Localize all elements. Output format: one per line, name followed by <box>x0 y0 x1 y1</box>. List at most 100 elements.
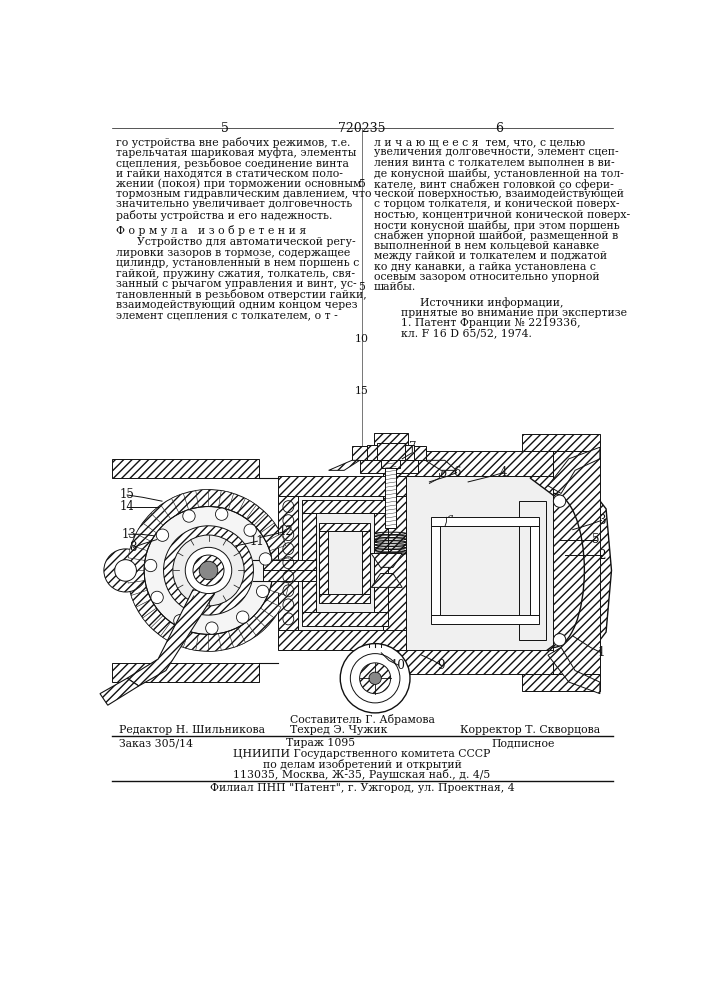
Wedge shape <box>266 534 286 551</box>
Text: Техред Э. Чужик: Техред Э. Чужик <box>290 725 387 735</box>
Text: Составитель Г. Абрамова: Составитель Г. Абрамова <box>289 714 434 725</box>
Text: тормозным гидравлическим давлением, что: тормозным гидравлическим давлением, что <box>115 189 371 199</box>
Circle shape <box>369 672 381 684</box>
Text: 9: 9 <box>437 659 445 672</box>
Text: лировки зазоров в тормозе, содержащее: лировки зазоров в тормозе, содержащее <box>115 248 350 258</box>
Text: гайкой, пружину сжатия, толкатель, свя-: гайкой, пружину сжатия, толкатель, свя- <box>115 269 354 279</box>
Bar <box>303 513 316 612</box>
Bar <box>381 460 400 468</box>
Circle shape <box>360 663 391 694</box>
Text: 3: 3 <box>597 514 605 527</box>
Text: 1. Патент Франции № 2219336,: 1. Патент Франции № 2219336, <box>401 318 580 328</box>
Text: 15: 15 <box>355 386 369 396</box>
Polygon shape <box>426 460 457 470</box>
Text: 5: 5 <box>358 282 366 292</box>
Text: ко дну канавки, а гайка установлена с: ко дну канавки, а гайка установлена с <box>373 262 595 272</box>
Text: Ф о р м у л а   и з о б р е т е н и я: Ф о р м у л а и з о б р е т е н и я <box>115 225 305 236</box>
Text: ностью, концентричной конической поверх-: ностью, концентричной конической поверх- <box>373 210 630 220</box>
Text: 5: 5 <box>221 122 228 135</box>
Wedge shape <box>246 616 266 636</box>
Text: элемент сцепления с толкателем, о т -: элемент сцепления с толкателем, о т - <box>115 310 337 320</box>
Text: 10: 10 <box>355 334 369 344</box>
Bar <box>320 594 370 603</box>
Text: кателе, винт снабжен головкой со сфери-: кателе, винт снабжен головкой со сфери- <box>373 179 614 190</box>
Polygon shape <box>530 466 612 674</box>
Text: Подписное: Подписное <box>491 738 555 748</box>
Text: 13: 13 <box>121 528 136 541</box>
Text: 15: 15 <box>119 488 134 501</box>
Text: сцепления, резьбовое соединение винта: сцепления, резьбовое соединение винта <box>115 158 349 169</box>
Text: и гайки находятся в статическом поло-: и гайки находятся в статическом поло- <box>115 168 342 178</box>
Bar <box>373 513 387 612</box>
Text: де конусной шайбы, установленной на тол-: де конусной шайбы, установленной на тол- <box>373 168 624 179</box>
Bar <box>431 526 440 615</box>
Wedge shape <box>209 634 221 651</box>
Bar <box>383 476 406 650</box>
Circle shape <box>554 634 566 646</box>
Text: 8: 8 <box>129 541 137 554</box>
Wedge shape <box>172 494 189 514</box>
Text: 4: 4 <box>499 466 507 479</box>
Circle shape <box>104 549 147 592</box>
Text: ления винта с толкателем выполнен в ви-: ления винта с толкателем выполнен в ви- <box>373 158 614 168</box>
Bar <box>320 523 370 531</box>
Circle shape <box>144 559 157 572</box>
Bar <box>522 674 600 691</box>
Circle shape <box>115 560 136 581</box>
Circle shape <box>173 535 244 606</box>
Bar <box>406 476 554 650</box>
Text: увеличения долговечности, элемент сцеп-: увеличения долговечности, элемент сцеп- <box>373 147 618 157</box>
Circle shape <box>183 510 195 522</box>
Text: Редактор Н. Шильникова: Редактор Н. Шильникова <box>119 725 265 735</box>
Text: работы устройства и его надежность.: работы устройства и его надежность. <box>115 210 332 221</box>
Bar <box>377 443 404 460</box>
Circle shape <box>163 526 253 615</box>
Text: 5: 5 <box>358 179 366 189</box>
Text: 12: 12 <box>279 525 293 538</box>
Text: Филиал ПНП "Патент", г. Ужгород, ул. Проектная, 4: Филиал ПНП "Патент", г. Ужгород, ул. Про… <box>210 783 514 793</box>
Text: Корректор Т. Скворцова: Корректор Т. Скворцова <box>460 725 600 735</box>
Wedge shape <box>269 580 289 595</box>
Bar <box>303 500 387 513</box>
Text: 10: 10 <box>391 659 406 672</box>
Bar <box>362 531 370 594</box>
Text: занный с рычагом управления и винт, ус-: занный с рычагом управления и винт, ус- <box>115 279 356 289</box>
Bar <box>263 560 316 570</box>
Text: выполненной в нем кольцевой канавке: выполненной в нем кольцевой канавке <box>373 241 599 251</box>
Bar <box>263 570 316 581</box>
Bar <box>383 451 554 476</box>
Polygon shape <box>127 590 215 686</box>
Wedge shape <box>160 622 180 642</box>
Circle shape <box>351 654 400 703</box>
Text: ности конусной шайбы, при этом поршень: ности конусной шайбы, при этом поршень <box>373 220 619 231</box>
Text: 7: 7 <box>409 441 416 454</box>
Text: принятые во внимание при экспертизе: принятые во внимание при экспертизе <box>401 308 626 318</box>
Polygon shape <box>100 678 139 705</box>
Text: 5: 5 <box>592 533 600 546</box>
Circle shape <box>185 547 232 594</box>
Wedge shape <box>261 599 281 618</box>
Wedge shape <box>128 545 147 560</box>
Wedge shape <box>183 631 199 650</box>
Text: л и ч а ю щ е е с я  тем, что, с целью: л и ч а ю щ е е с я тем, что, с целью <box>373 137 585 147</box>
Circle shape <box>206 622 218 634</box>
Text: 14: 14 <box>119 500 134 513</box>
Bar <box>373 433 408 445</box>
Bar <box>107 443 615 694</box>
Text: снабжен упорной шайбой, размещенной в: снабжен упорной шайбой, размещенной в <box>373 230 618 241</box>
Circle shape <box>193 555 224 586</box>
Text: 2: 2 <box>597 549 605 562</box>
Bar <box>385 460 396 528</box>
Bar <box>431 517 539 526</box>
Polygon shape <box>371 554 402 567</box>
Bar <box>112 459 259 478</box>
Bar <box>522 434 600 451</box>
Text: 113035, Москва, Ж-35, Раушская наб., д. 4/5: 113035, Москва, Ж-35, Раушская наб., д. … <box>233 769 491 780</box>
Circle shape <box>259 553 271 565</box>
Circle shape <box>257 585 269 598</box>
Text: между гайкой и толкателем и поджатой: между гайкой и толкателем и поджатой <box>373 251 607 261</box>
Bar <box>360 460 418 473</box>
Bar <box>279 630 406 650</box>
Wedge shape <box>254 513 274 533</box>
Bar <box>431 615 539 624</box>
